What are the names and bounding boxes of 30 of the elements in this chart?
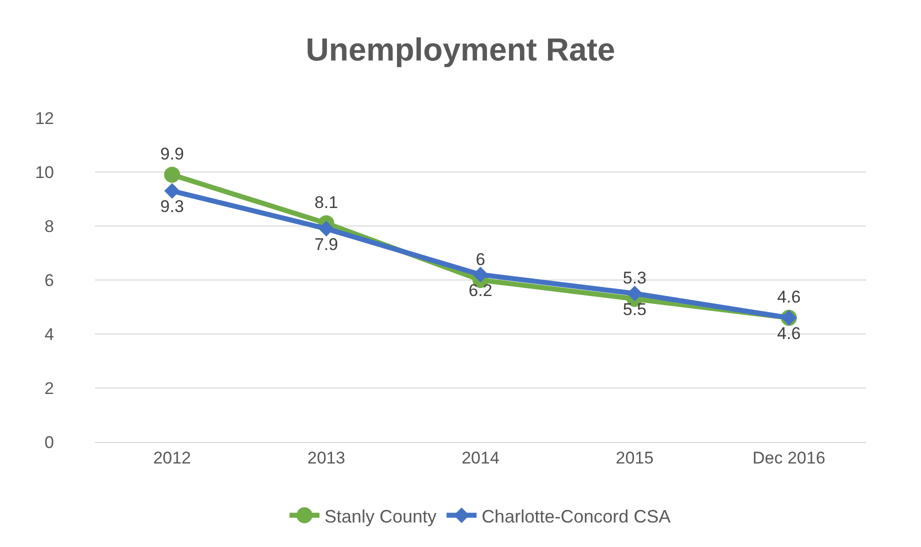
data-label: 6.2: [468, 280, 492, 300]
point: [626, 286, 642, 302]
y-tick-label: 2: [44, 378, 54, 398]
x-tick-label: 2013: [307, 448, 346, 468]
x-tick-label: 2015: [616, 448, 654, 468]
chart-title: Unemployment Rate: [306, 32, 616, 68]
x-tick-label: 2012: [153, 448, 192, 468]
point: [164, 183, 180, 199]
y-tick-label: 6: [44, 270, 54, 290]
legend-label: Stanly County: [324, 506, 437, 526]
x-tick-label: 2014: [462, 448, 500, 468]
data-label: 9.9: [160, 144, 184, 164]
data-label: 7.9: [314, 234, 338, 254]
y-tick-label: 0: [44, 432, 54, 452]
point: [164, 166, 180, 183]
legend-label: Charlotte-Concord CSA: [482, 506, 671, 526]
point: [472, 266, 488, 282]
data-label: 4.6: [777, 324, 801, 344]
y-tick-label: 10: [35, 162, 54, 182]
data-label: 6: [476, 250, 486, 269]
data-label: 9.3: [160, 197, 184, 216]
data-label: 5.3: [622, 268, 647, 288]
y-tick-label: 4: [44, 324, 54, 344]
x-tick-label: Dec 2016: [752, 448, 826, 468]
point: [318, 220, 334, 236]
y-tick-label: 8: [44, 216, 54, 236]
y-tick-label: 12: [35, 108, 54, 128]
data-label: 5.5: [622, 300, 647, 319]
data-label: 4.6: [777, 288, 801, 307]
data-label: 8.1: [314, 193, 338, 212]
